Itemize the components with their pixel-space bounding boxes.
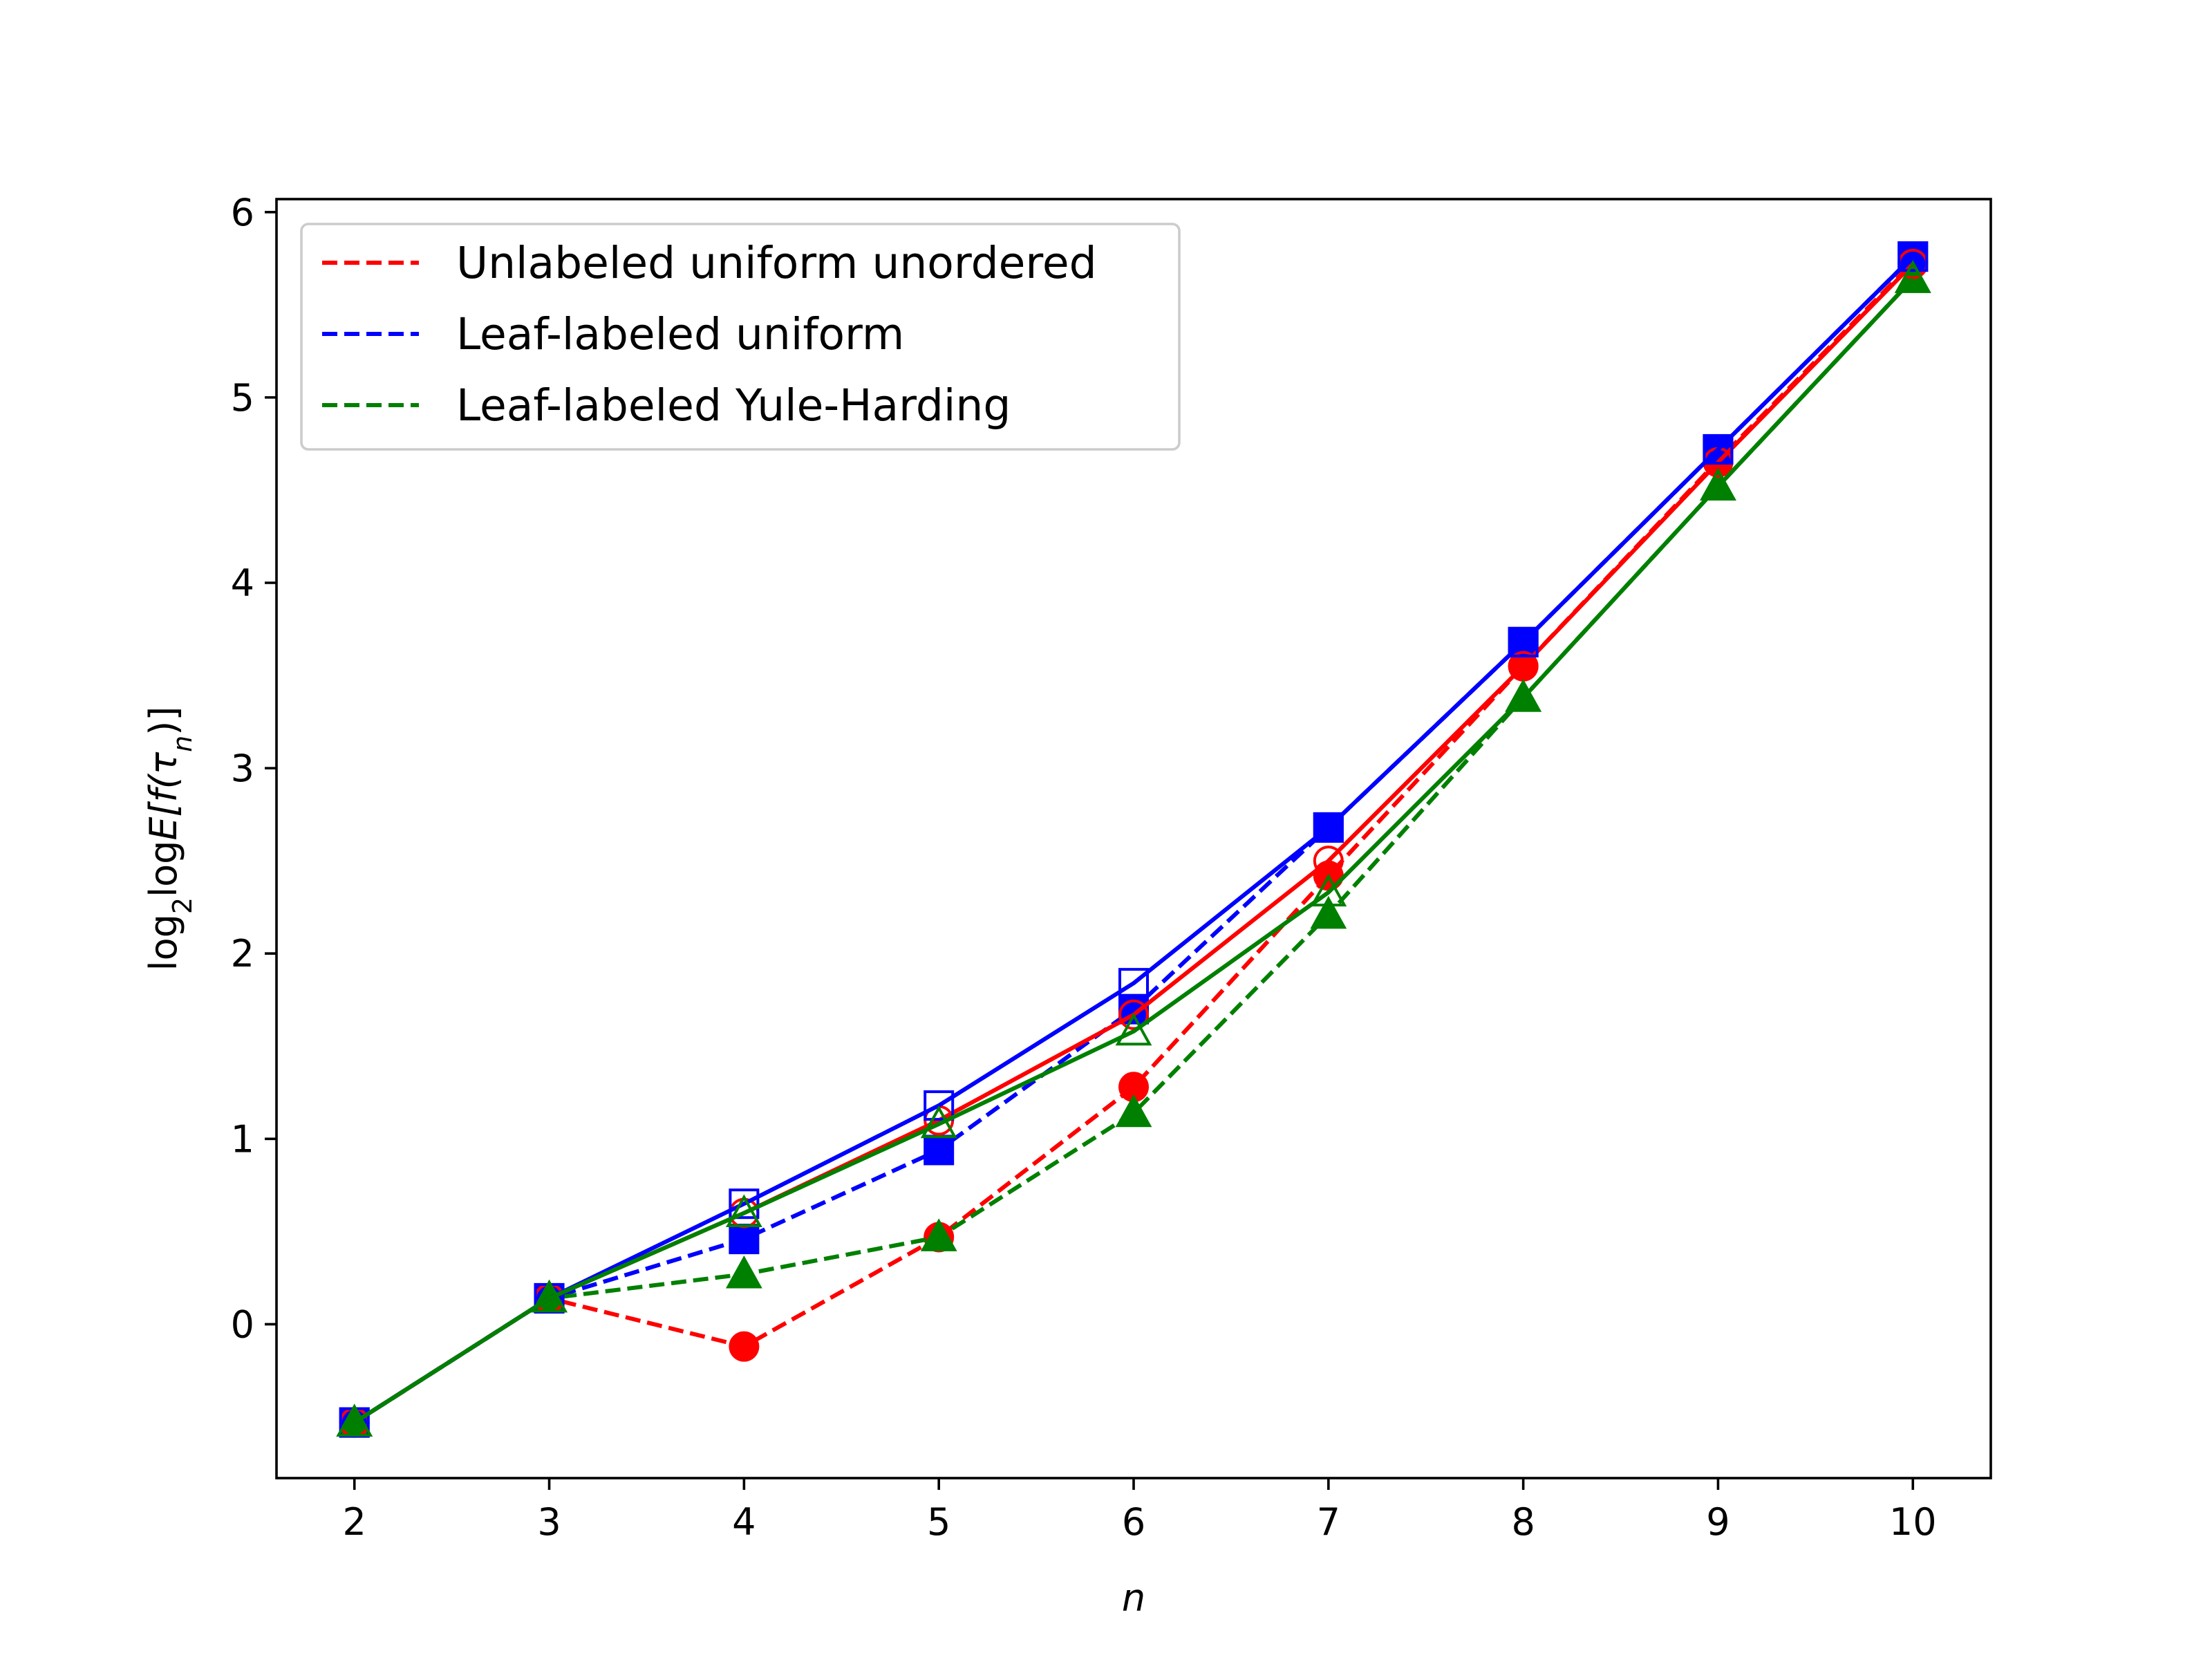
x-axis-title: n — [1122, 1576, 1145, 1620]
data-point — [531, 1279, 568, 1313]
data-point — [1505, 679, 1542, 712]
data-point — [1115, 1012, 1152, 1046]
y-tick-label: 4 — [231, 561, 254, 605]
y-tick-label: 6 — [231, 191, 254, 234]
x-axis: 2 3 4 5 6 7 8 9 10 — [343, 1478, 1937, 1544]
data-point — [1310, 895, 1347, 929]
x-tick-label: 5 — [927, 1500, 950, 1544]
data-point — [1508, 626, 1539, 657]
x-tick-label: 7 — [1317, 1500, 1340, 1544]
legend-label-yule-harding: Leaf-labeled Yule-Harding — [456, 380, 1011, 431]
x-tick-label: 9 — [1706, 1500, 1730, 1544]
series-line — [353, 254, 1915, 1425]
data-point — [924, 1090, 955, 1121]
y-tick-label: 1 — [231, 1117, 254, 1161]
data-point — [1118, 999, 1149, 1030]
data-point — [1115, 1094, 1152, 1128]
series-008000-solid — [336, 260, 1931, 1437]
data-point — [1313, 812, 1344, 843]
x-tick-label: 3 — [537, 1500, 561, 1544]
y-axis-title: log2logE[f(τn)] — [142, 707, 198, 971]
data-point — [920, 1105, 957, 1139]
x-tick-label: 8 — [1511, 1500, 1535, 1544]
y-tick-label: 0 — [231, 1302, 254, 1346]
data-point — [1897, 241, 1929, 272]
data-point — [1118, 968, 1149, 999]
x-tick-label: 4 — [732, 1500, 756, 1544]
data-point — [729, 1331, 760, 1362]
x-tick-label: 2 — [343, 1500, 366, 1544]
data-point — [725, 1255, 762, 1289]
x-tick-label: 10 — [1889, 1500, 1937, 1544]
y-tick-label: 2 — [231, 932, 254, 975]
y-tick-label: 3 — [231, 747, 254, 790]
series-line — [353, 277, 1915, 1425]
data-point — [729, 1188, 760, 1220]
data-point — [1703, 433, 1734, 465]
x-tick-label: 6 — [1122, 1500, 1145, 1544]
data-point — [1310, 873, 1347, 907]
y-tick-label: 5 — [231, 376, 254, 420]
series-layer — [336, 241, 1931, 1438]
data-point — [725, 1194, 762, 1227]
data-point — [1700, 467, 1736, 501]
data-point — [1894, 260, 1931, 293]
data-point — [729, 1224, 760, 1255]
legend-label-unlabeled: Unlabeled uniform unordered — [456, 238, 1097, 288]
legend-label-leaf-uniform: Leaf-labeled uniform — [456, 309, 904, 360]
legend-box — [300, 223, 1181, 451]
y-axis: 0 1 2 3 4 5 6 — [231, 191, 276, 1346]
data-point — [920, 1218, 957, 1251]
legend: Unlabeled uniform unordered Leaf-labeled… — [300, 223, 1181, 451]
data-point — [336, 1403, 373, 1437]
data-point — [924, 1135, 955, 1166]
